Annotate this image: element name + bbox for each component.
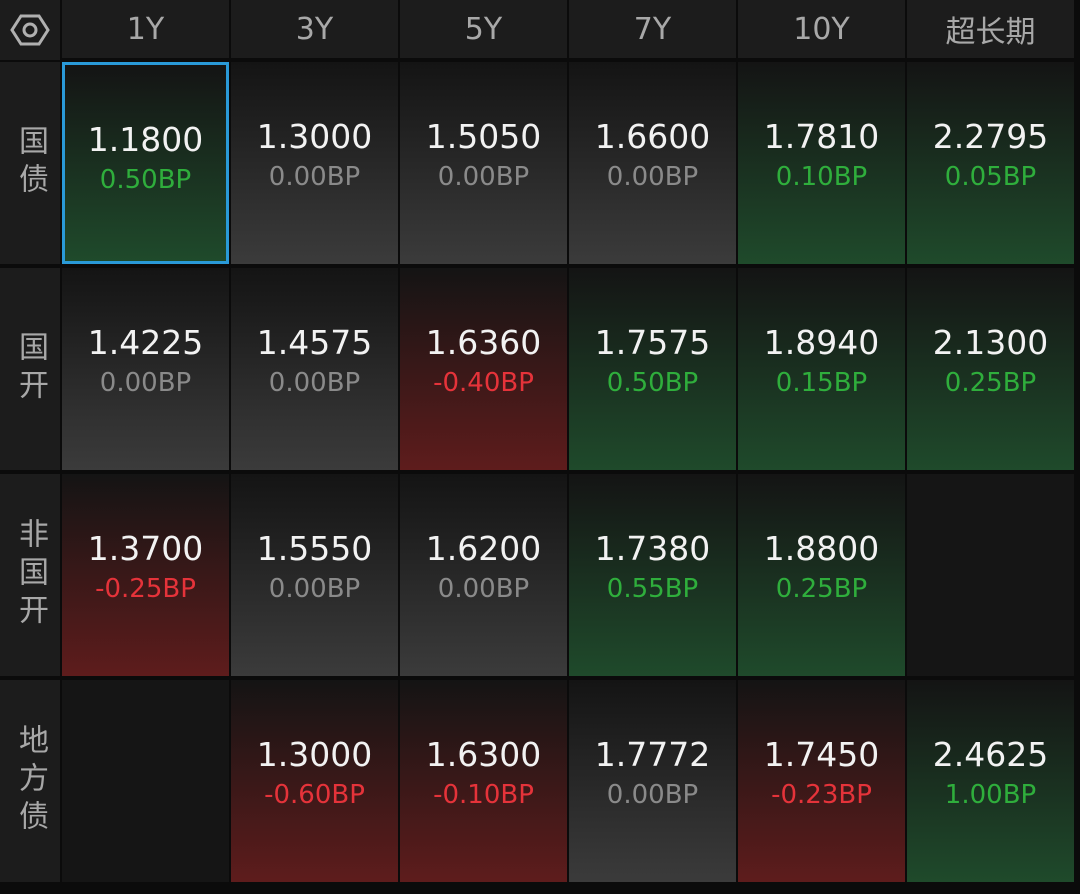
- yield-value: 1.6600: [594, 117, 711, 156]
- yield-change: 0.50BP: [606, 368, 699, 398]
- yield-cell[interactable]: 1.6360 -0.40BP: [400, 268, 567, 470]
- yield-cell[interactable]: 2.1300 0.25BP: [907, 268, 1074, 470]
- yield-value: 2.2795: [932, 117, 1049, 156]
- column-header[interactable]: 5Y: [400, 0, 567, 58]
- yield-cell[interactable]: 1.7380 0.55BP: [569, 474, 736, 676]
- yield-value: 1.5550: [256, 529, 373, 568]
- yield-change: 0.25BP: [944, 368, 1037, 398]
- column-header[interactable]: 超长期: [907, 0, 1074, 58]
- yield-value: 1.7450: [763, 735, 880, 774]
- row-label: 国开: [0, 268, 60, 470]
- yield-change: 0.25BP: [775, 574, 868, 604]
- yield-change: -0.40BP: [433, 368, 534, 398]
- yield-cell[interactable]: 1.3000 -0.60BP: [231, 680, 398, 882]
- yield-cell[interactable]: 1.4575 0.00BP: [231, 268, 398, 470]
- yield-value: 2.4625: [932, 735, 1049, 774]
- row-label: 国债: [0, 62, 60, 264]
- yield-change: 0.00BP: [437, 574, 530, 604]
- empty-cell: [62, 680, 229, 882]
- yield-cell[interactable]: 1.7810 0.10BP: [738, 62, 905, 264]
- settings-button[interactable]: [0, 0, 60, 60]
- empty-cell: [907, 474, 1074, 676]
- yield-change: -0.10BP: [433, 780, 534, 810]
- yield-value: 1.7575: [594, 323, 711, 362]
- row-label: 地方债: [0, 680, 60, 882]
- yield-value: 1.3000: [256, 117, 373, 156]
- yield-value: 1.4575: [256, 323, 373, 362]
- yield-change: 0.00BP: [437, 162, 530, 192]
- yield-value: 1.7772: [594, 735, 711, 774]
- yield-change: 0.00BP: [268, 162, 361, 192]
- yield-change: 0.55BP: [606, 574, 699, 604]
- yield-change: 1.00BP: [944, 780, 1037, 810]
- yield-cell[interactable]: 1.5550 0.00BP: [231, 474, 398, 676]
- yield-cell[interactable]: 1.5050 0.00BP: [400, 62, 567, 264]
- yield-cell[interactable]: 2.2795 0.05BP: [907, 62, 1074, 264]
- yield-cell[interactable]: 2.4625 1.00BP: [907, 680, 1074, 882]
- settings-icon: [10, 14, 50, 46]
- row-label: 非国开: [0, 474, 60, 676]
- yield-change: 0.00BP: [99, 368, 192, 398]
- yield-change: 0.00BP: [606, 780, 699, 810]
- yield-cell[interactable]: 1.6300 -0.10BP: [400, 680, 567, 882]
- yield-value: 1.6200: [425, 529, 542, 568]
- yield-cell[interactable]: 1.8800 0.25BP: [738, 474, 905, 676]
- yield-cell[interactable]: 1.3000 0.00BP: [231, 62, 398, 264]
- yield-value: 1.8800: [763, 529, 880, 568]
- row-label-text: 地方债: [13, 724, 48, 838]
- yield-value: 1.3000: [256, 735, 373, 774]
- yield-cell[interactable]: 1.3700 -0.25BP: [62, 474, 229, 676]
- yield-value: 1.1800: [87, 120, 204, 159]
- column-header[interactable]: 1Y: [62, 0, 229, 58]
- yield-cell[interactable]: 1.4225 0.00BP: [62, 268, 229, 470]
- yield-cell[interactable]: 1.6600 0.00BP: [569, 62, 736, 264]
- yield-value: 1.6360: [425, 323, 542, 362]
- yield-change: 0.05BP: [944, 162, 1037, 192]
- yield-value: 2.1300: [932, 323, 1049, 362]
- yield-value: 1.6300: [425, 735, 542, 774]
- yield-value: 1.8940: [763, 323, 880, 362]
- yield-change: 0.00BP: [268, 368, 361, 398]
- yield-cell[interactable]: 1.6200 0.00BP: [400, 474, 567, 676]
- yield-value: 1.3700: [87, 529, 204, 568]
- row-label-text: 非国开: [13, 518, 48, 632]
- yield-change: 0.10BP: [775, 162, 868, 192]
- yield-change: 0.15BP: [775, 368, 868, 398]
- column-header[interactable]: 10Y: [738, 0, 905, 58]
- yield-value: 1.5050: [425, 117, 542, 156]
- yield-cell[interactable]: 1.7575 0.50BP: [569, 268, 736, 470]
- yield-cell[interactable]: 1.1800 0.50BP: [62, 62, 229, 264]
- yield-value: 1.4225: [87, 323, 204, 362]
- yield-cell[interactable]: 1.8940 0.15BP: [738, 268, 905, 470]
- yield-change: 0.00BP: [606, 162, 699, 192]
- column-header[interactable]: 7Y: [569, 0, 736, 58]
- yield-change: -0.23BP: [771, 780, 872, 810]
- yield-change: 0.50BP: [99, 165, 192, 195]
- yield-change: -0.25BP: [95, 574, 196, 604]
- yield-cell[interactable]: 1.7772 0.00BP: [569, 680, 736, 882]
- yield-change: -0.60BP: [264, 780, 365, 810]
- yield-change: 0.00BP: [268, 574, 361, 604]
- row-label-text: 国债: [13, 125, 48, 201]
- row-label-text: 国开: [13, 331, 48, 407]
- yield-value: 1.7810: [763, 117, 880, 156]
- yield-value: 1.7380: [594, 529, 711, 568]
- column-header[interactable]: 3Y: [231, 0, 398, 58]
- yield-cell[interactable]: 1.7450 -0.23BP: [738, 680, 905, 882]
